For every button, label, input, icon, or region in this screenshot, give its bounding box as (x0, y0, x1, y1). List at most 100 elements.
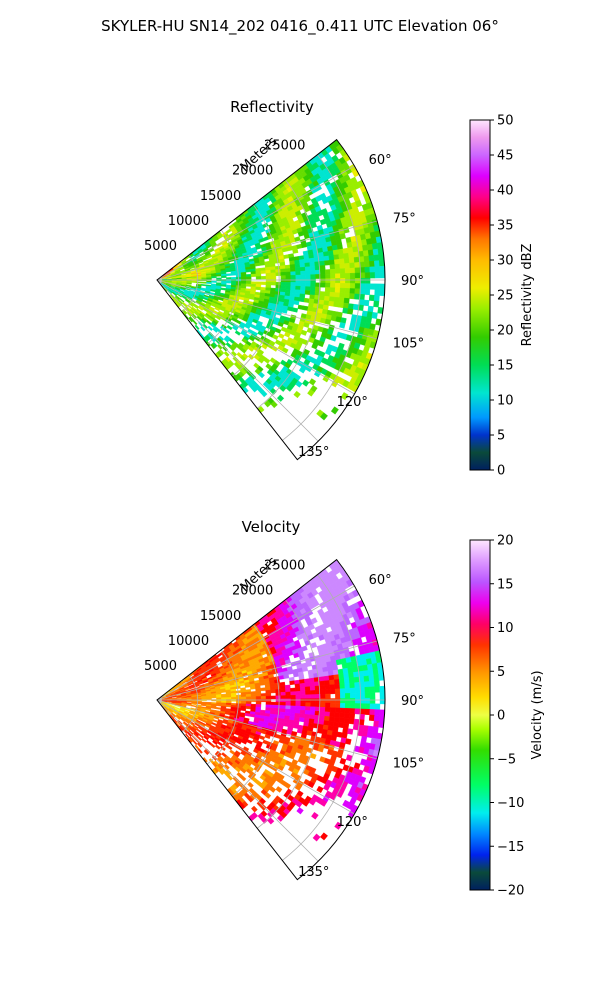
velocity-cell (337, 668, 344, 675)
reflectivity-cell (223, 351, 230, 358)
velocity-cell (353, 676, 360, 683)
reflectivity-cell (349, 267, 356, 274)
velocity-cell (347, 728, 354, 735)
reflectivity-cell (245, 283, 252, 287)
reflectivity-cell (324, 291, 331, 297)
velocity-cell (328, 674, 335, 681)
reflectivity-cell (374, 289, 381, 296)
reflectivity-cell (332, 249, 339, 256)
reflectivity-cell (294, 289, 301, 294)
velocity-colorbar-tick: 0 (497, 709, 505, 724)
reflectivity-cell (260, 275, 267, 280)
velocity-cell (364, 697, 371, 704)
velocity-cell (305, 694, 311, 699)
reflectivity-cell (211, 276, 217, 279)
velocity-cell (295, 694, 301, 699)
velocity-cell (294, 683, 301, 689)
velocity-azimuth-tick: 60° (369, 573, 392, 588)
velocity-azimuth-tick: 105° (393, 757, 424, 772)
reflectivity-cell (339, 287, 346, 294)
reflectivity-cell (340, 278, 346, 284)
reflectivity-range-tick: 5000 (144, 239, 177, 254)
velocity-cell (332, 669, 339, 676)
reflectivity-cell (290, 267, 296, 273)
velocity-cell (298, 717, 305, 723)
reflectivity-cell (372, 248, 379, 256)
velocity-cell (335, 693, 341, 699)
velocity-cell (310, 698, 316, 703)
velocity-cell (285, 688, 291, 693)
velocity-cell (212, 719, 219, 723)
velocity-cell (329, 684, 336, 690)
reflectivity-cell (207, 325, 213, 331)
reflectivity-cell (334, 259, 340, 265)
velocity-cell (343, 717, 350, 724)
velocity-cell (255, 696, 262, 700)
reflectivity-cell (265, 272, 272, 277)
reflectivity-cell (343, 302, 350, 309)
reflectivity-cell (319, 295, 325, 301)
reflectivity-cell (224, 328, 230, 334)
reflectivity-cell (206, 281, 212, 285)
velocity-cell (226, 697, 232, 700)
reflectivity-cell (221, 275, 227, 278)
reflectivity-cell (324, 260, 331, 266)
velocity-cell (348, 672, 355, 679)
reflectivity-cell (310, 274, 316, 279)
velocity-colorbar-tick: −20 (497, 884, 524, 899)
reflectivity-azimuth-tick: 120° (337, 395, 368, 410)
reflectivity-colorbar-label: Reflectivity dBZ (520, 244, 535, 347)
reflectivity-cell (245, 274, 252, 278)
velocity-cell (201, 704, 207, 707)
reflectivity-cell (374, 272, 381, 279)
reflectivity-cell (310, 282, 316, 288)
velocity-cell (304, 686, 311, 692)
reflectivity-cell (294, 263, 301, 269)
velocity-cell (244, 712, 251, 717)
figure-title: SKYLER-HU SN14_202 0416_0.411 UTC Elevat… (101, 17, 499, 36)
velocity-azimuth-tick: 135° (298, 865, 329, 880)
velocity-cell (354, 692, 361, 699)
velocity-cell (345, 693, 351, 699)
velocity-cell (349, 703, 356, 709)
velocity-cell (246, 698, 252, 702)
reflectivity-cell (309, 290, 316, 296)
velocity-cell (379, 691, 386, 699)
velocity-colorbar-tick: 5 (497, 665, 505, 680)
velocity-cell (225, 704, 232, 708)
velocity-cell (295, 687, 301, 692)
velocity-cell (305, 702, 311, 707)
velocity-cell (320, 702, 326, 708)
velocity-cell (305, 690, 311, 696)
velocity-azimuth-tick: 120° (337, 815, 368, 830)
reflectivity-cell (379, 283, 386, 291)
reflectivity-cell (302, 305, 309, 311)
velocity-cell (215, 703, 222, 707)
velocity-cell (329, 688, 336, 695)
reflectivity-cell (201, 284, 207, 287)
velocity-cell (319, 685, 326, 691)
velocity-cell (362, 670, 369, 677)
reflectivity-cell (339, 322, 346, 329)
velocity-cell (353, 718, 360, 725)
reflectivity-cell (379, 265, 386, 273)
reflectivity-cell (220, 340, 227, 347)
velocity-cell (364, 692, 371, 699)
reflectivity-cell (333, 301, 340, 308)
velocity-cell (280, 695, 287, 700)
reflectivity-cell (354, 293, 360, 300)
velocity-cell (345, 698, 351, 704)
reflectivity-cell (367, 305, 374, 313)
velocity-cell (280, 705, 286, 710)
reflectivity-panel-title: Reflectivity (230, 98, 314, 116)
reflectivity-azimuth-tick: 105° (393, 337, 424, 352)
reflectivity-cell (241, 276, 247, 280)
velocity-cell (320, 698, 326, 704)
velocity-cell (379, 709, 385, 717)
reflectivity-cell (260, 281, 267, 285)
velocity-cell (260, 698, 267, 703)
reflectivity-cell (299, 266, 306, 272)
velocity-cell (251, 805, 258, 813)
velocity-cell (310, 690, 316, 695)
